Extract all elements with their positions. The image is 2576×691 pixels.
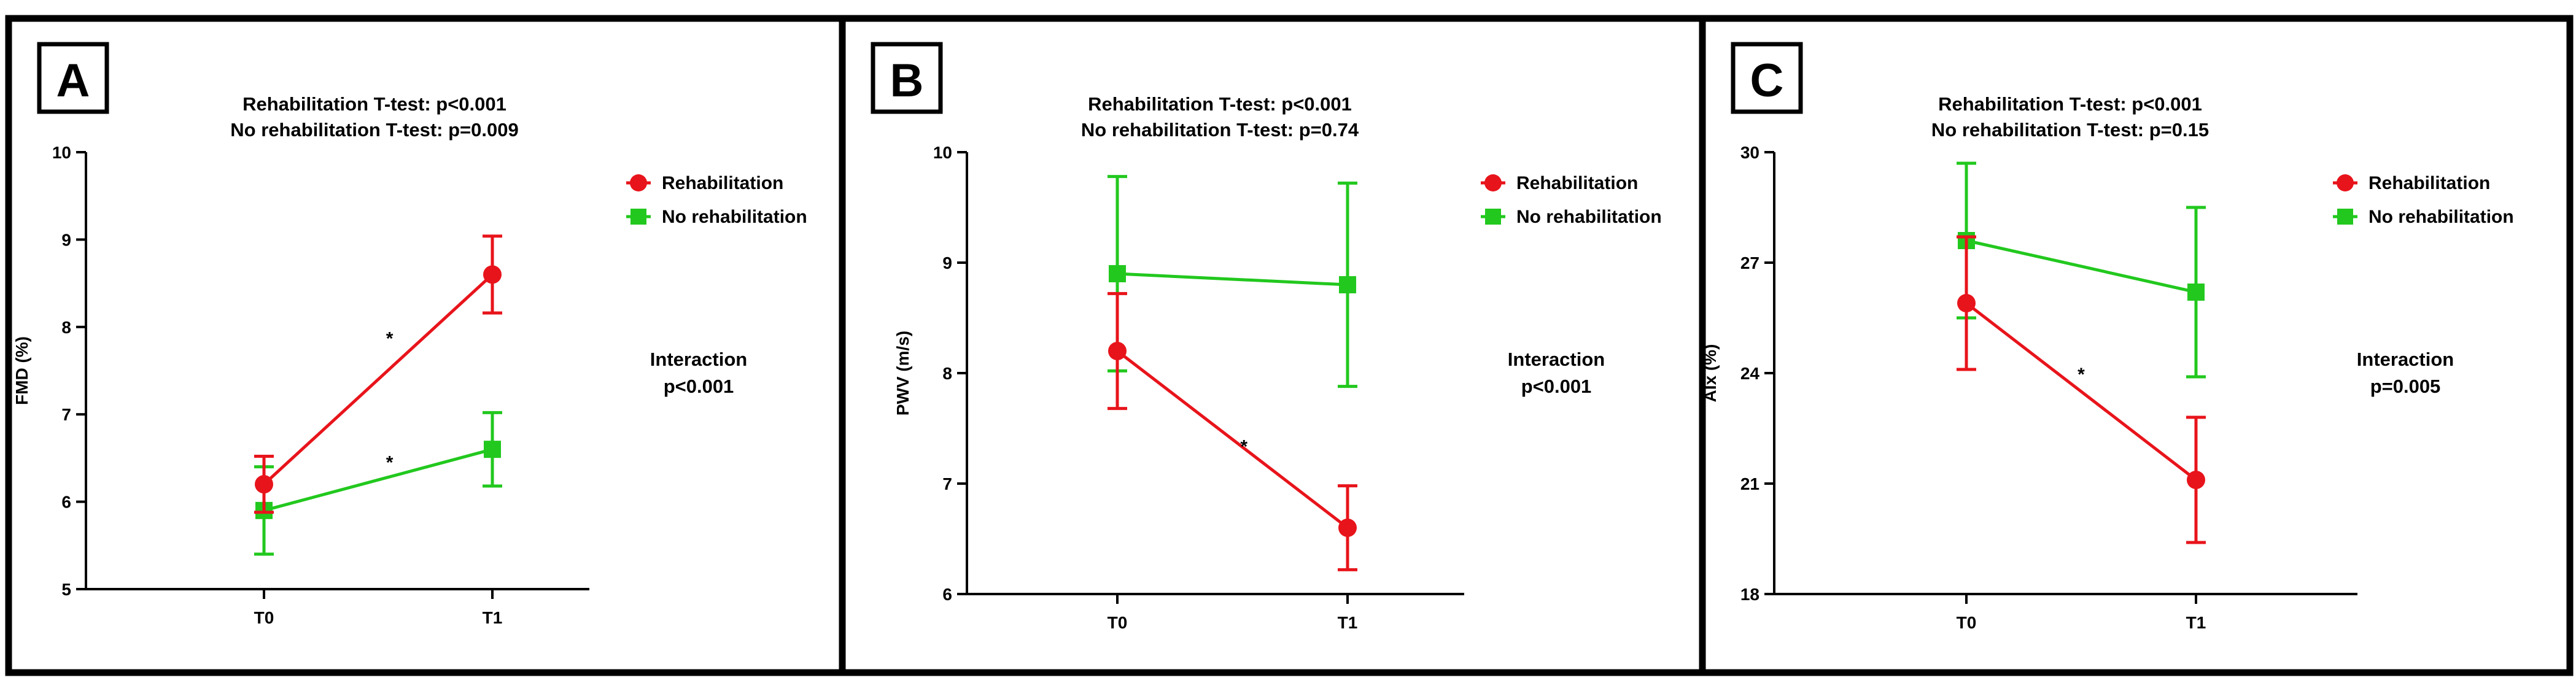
data-point	[255, 475, 273, 494]
y-tick-label: 27	[1740, 253, 1759, 272]
series-line	[1116, 350, 1349, 529]
panel-label-box	[37, 42, 109, 114]
panel-label: A	[56, 55, 90, 107]
significance-asterisk: *	[386, 452, 394, 473]
y-tick-label: 8	[61, 318, 71, 337]
interaction-text: p<0.001	[1521, 376, 1592, 397]
x-tick-label: T1	[483, 608, 503, 627]
y-tick-label: 10	[52, 143, 71, 162]
panel-a: A Rehabilitation T-test: p<0.001 No rehabi…	[12, 18, 846, 673]
legend-marker	[2337, 209, 2353, 225]
legend-marker	[630, 209, 646, 225]
panel-label: B	[890, 55, 924, 107]
interaction-text: p<0.001	[664, 376, 734, 397]
chart-title-line: No rehabilitation T-test: p=0.009	[230, 119, 518, 141]
series-rehabilitation	[1108, 291, 1357, 571]
interaction-text: p=0.005	[2370, 376, 2441, 397]
legend-label: Rehabilitation	[2368, 173, 2490, 193]
legend-entry: No rehabilitation	[1481, 207, 1662, 227]
series-line	[263, 273, 494, 485]
x-tick-label: T1	[2186, 613, 2206, 632]
legend-entry: No rehabilitation	[626, 207, 807, 227]
chart-title-line: Rehabilitation T-test: p<0.001	[1088, 93, 1352, 115]
legend-marker	[1484, 174, 1502, 191]
interaction-text: Interaction	[1508, 349, 1605, 370]
legend-entry: Rehabilitation	[2333, 173, 2490, 193]
y-tick-label: 21	[1740, 474, 1759, 493]
y-tick-label: 10	[933, 143, 952, 162]
series-no-rehabilitation	[1957, 161, 2206, 379]
y-tick-label: 7	[61, 405, 71, 424]
chart-title-line: Rehabilitation T-test: p<0.001	[242, 93, 506, 115]
series-no-rehabilitation	[1108, 175, 1357, 388]
y-tick-label: 30	[1740, 143, 1759, 162]
legend-marker	[1485, 209, 1501, 225]
panel-b: B Rehabilitation T-test: p<0.001 No rehabi…	[871, 18, 1706, 673]
data-point	[1109, 265, 1126, 282]
series-line	[1965, 302, 2197, 481]
y-tick-label: 6	[61, 493, 71, 512]
legend-label: No rehabilitation	[2368, 207, 2514, 227]
data-point	[1108, 342, 1127, 360]
y-tick-label: 24	[1740, 364, 1760, 383]
significance-asterisk: *	[2077, 365, 2085, 385]
y-tick-label: 9	[61, 230, 71, 249]
y-tick-label: 8	[942, 364, 952, 383]
panel-label-box	[1731, 42, 1803, 114]
legend-entry: Rehabilitation	[626, 173, 783, 193]
interaction-text: Interaction	[2357, 349, 2454, 370]
y-tick-label: 5	[61, 580, 71, 599]
y-axis-label: PWV (m/s)	[893, 331, 912, 415]
legend-entry: Rehabilitation	[1481, 173, 1638, 193]
y-tick-label: 18	[1740, 585, 1759, 604]
y-tick-label: 9	[942, 253, 952, 272]
data-point	[2187, 471, 2205, 489]
interaction-text: Interaction	[650, 349, 747, 370]
data-point	[483, 265, 502, 284]
chart-title-line: Rehabilitation T-test: p<0.001	[1938, 93, 2202, 115]
y-tick-label: 7	[942, 474, 952, 493]
data-point	[1339, 276, 1356, 293]
data-point	[1338, 519, 1357, 537]
x-tick-label: T1	[1338, 613, 1358, 632]
x-tick-label: T0	[1957, 613, 1977, 632]
series-line	[1117, 272, 1348, 287]
legend-marker	[2337, 174, 2354, 191]
series-no-rehabilitation	[254, 411, 502, 556]
x-tick-label: T0	[1108, 613, 1128, 632]
significance-asterisk: *	[386, 328, 394, 349]
figure-frame	[5, 15, 2574, 676]
y-axis-label: FMD (%)	[12, 336, 31, 405]
panel-label-box	[871, 42, 943, 114]
chart-title-line: No rehabilitation T-test: p=0.74	[1081, 119, 1359, 141]
chart-title-line: No rehabilitation T-test: p=0.15	[1931, 119, 2209, 141]
series-line	[263, 447, 493, 512]
legend-marker	[630, 174, 647, 191]
legend-label: No rehabilitation	[1516, 207, 1662, 227]
legend-entry: No rehabilitation	[2333, 207, 2514, 227]
series-rehabilitation	[1957, 235, 2206, 544]
data-point	[484, 441, 501, 458]
data-point	[2187, 284, 2205, 301]
panel-label: C	[1750, 55, 1784, 107]
y-axis-label: AIx (%)	[1701, 344, 1720, 403]
panel-c: C Rehabilitation T-test: p<0.001 No rehabi…	[1701, 42, 2514, 632]
legend-label: Rehabilitation	[1516, 173, 1638, 193]
x-tick-label: T0	[254, 608, 274, 627]
y-tick-label: 6	[942, 585, 952, 604]
data-point	[1957, 294, 1976, 312]
legend-label: Rehabilitation	[662, 173, 783, 193]
series-line	[1966, 239, 2197, 294]
series-rehabilitation	[254, 234, 502, 514]
significance-asterisk: *	[1240, 437, 1247, 457]
legend-label: No rehabilitation	[662, 207, 807, 227]
